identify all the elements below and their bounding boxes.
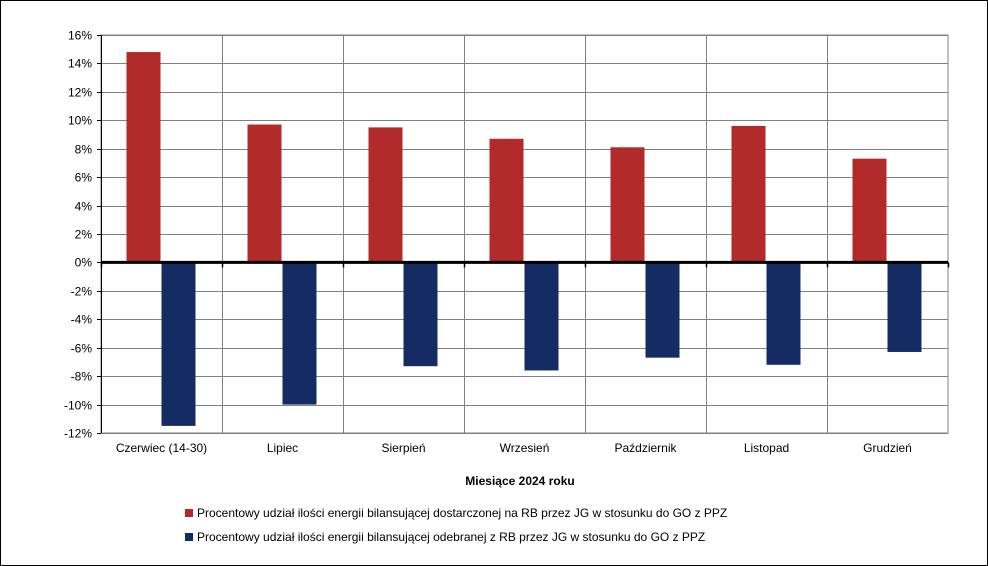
y-tick-label: -8% [71, 370, 93, 384]
bar-delivered [368, 127, 403, 263]
bar-delivered [731, 125, 766, 263]
legend-label-received: Procentowy udział ilości energii bilansu… [197, 530, 706, 544]
bar-delivered [852, 158, 887, 263]
y-tick-label: 4% [75, 200, 93, 214]
x-tick-label: Sierpień [381, 441, 425, 455]
x-axis-title: Miesiące 2024 roku [465, 474, 574, 488]
axes-group [97, 35, 950, 434]
y-tick-label: 8% [75, 143, 93, 157]
x-tick-label: Listopad [744, 441, 789, 455]
bar-received [403, 262, 438, 367]
bar-received [887, 262, 922, 352]
bar-received [766, 262, 801, 365]
x-tick-labels: Czerwiec (14-30) Lipiec Sierpień Wrzesień Pa… [116, 441, 912, 455]
legend-item-received: Procentowy udział ilości energii bilansu… [185, 530, 705, 544]
x-tick-label: Czerwiec (14-30) [116, 441, 207, 455]
y-tick-label: -4% [71, 313, 93, 327]
bar-delivered [489, 138, 524, 263]
y-tick-label: 16% [68, 29, 92, 43]
y-tick-label: 6% [75, 171, 93, 185]
bar-delivered [610, 147, 645, 263]
y-tick-label: 12% [68, 86, 92, 100]
y-tick-label: -10% [64, 399, 92, 413]
x-tick-label: Październik [614, 441, 677, 455]
y-tick-label: 14% [68, 57, 92, 71]
y-tick-label: 0% [75, 256, 93, 270]
y-tick-label: 10% [68, 114, 92, 128]
legend-swatch-delivered [185, 509, 193, 517]
legend-label-delivered: Procentowy udział ilości energii bilansu… [197, 506, 728, 520]
y-tick-label: 2% [75, 228, 93, 242]
x-tick-label: Grudzień [863, 441, 912, 455]
y-tick-label: -6% [71, 342, 93, 356]
bar-received [645, 262, 680, 358]
y-tick-label: -12% [64, 427, 92, 441]
legend-swatch-received [185, 533, 193, 541]
bars-group [126, 52, 922, 426]
bar-received [524, 262, 559, 371]
x-tick-label: Lipiec [267, 441, 298, 455]
x-tick-label: Wrzesień [500, 441, 550, 455]
y-tick-labels: -12% -10% -8% -6% -4% -2% 0% 2% 4% 6% 8% 10% 12% 14% 1… [64, 29, 92, 441]
legend-item-delivered: Procentowy udział ilości energii bilansu… [185, 506, 727, 520]
bar-delivered [247, 124, 282, 263]
bar-received [161, 262, 196, 426]
bar-delivered [126, 52, 161, 263]
y-tick-label: -2% [71, 285, 93, 299]
grid-lines [100, 34, 949, 434]
bar-received [282, 262, 317, 405]
